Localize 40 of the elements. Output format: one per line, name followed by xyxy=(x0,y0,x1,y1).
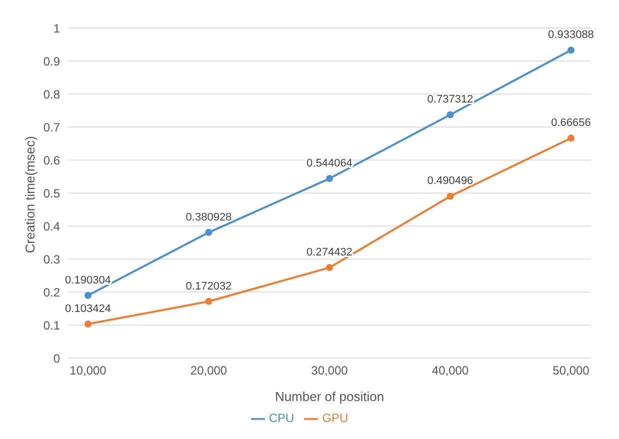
y-tick-label: 0.5 xyxy=(43,186,60,200)
point xyxy=(205,228,212,236)
data-label: 0.274432 xyxy=(306,246,352,259)
y-axis-title: Creation time(msec) xyxy=(22,136,38,254)
y-tick-label: 0.3 xyxy=(43,252,60,266)
data-label: 0.737312 xyxy=(427,94,474,106)
y-tick-label: 0.2 xyxy=(43,285,60,300)
point xyxy=(84,320,92,328)
point xyxy=(326,264,333,272)
data-label: 0.172032 xyxy=(186,280,232,292)
data-label: 0.190304 xyxy=(65,274,111,286)
y-tick-label: 0.7 xyxy=(43,120,60,134)
y-tick-label: 0.4 xyxy=(43,219,60,234)
y-tick-label: 0.9 xyxy=(43,54,60,68)
x-tick-label: 20,000 xyxy=(190,364,228,378)
data-label: 0.66656 xyxy=(551,117,591,130)
x-tick-label: 50,000 xyxy=(552,364,590,378)
point xyxy=(84,292,92,299)
point xyxy=(568,134,574,142)
y-tick-label: 0 xyxy=(53,351,60,366)
y-tick-label: 0.8 xyxy=(43,87,60,102)
data-label: 0.933088 xyxy=(548,29,594,42)
data-label: 0.490496 xyxy=(427,175,474,188)
x-tick-label: 10,000 xyxy=(70,364,107,378)
point xyxy=(326,175,333,182)
y-tick-label: 0.6 xyxy=(43,153,60,168)
x-tick-label: 30,000 xyxy=(311,364,348,378)
x-axis-title: Number of position xyxy=(274,389,384,404)
legend-label: GPU xyxy=(322,411,348,426)
point xyxy=(205,298,212,305)
y-tick-label: 1 xyxy=(53,21,60,36)
y-tick-label: 0.1 xyxy=(43,318,60,332)
x-tick-label: 40,000 xyxy=(432,364,469,378)
point xyxy=(568,46,574,54)
data-label: 0.544064 xyxy=(306,158,352,170)
legend-label: CPU xyxy=(268,411,294,426)
point xyxy=(446,111,454,118)
point xyxy=(446,192,454,200)
data-label: 0.380928 xyxy=(186,211,232,224)
data-label: 0.103424 xyxy=(65,303,111,316)
